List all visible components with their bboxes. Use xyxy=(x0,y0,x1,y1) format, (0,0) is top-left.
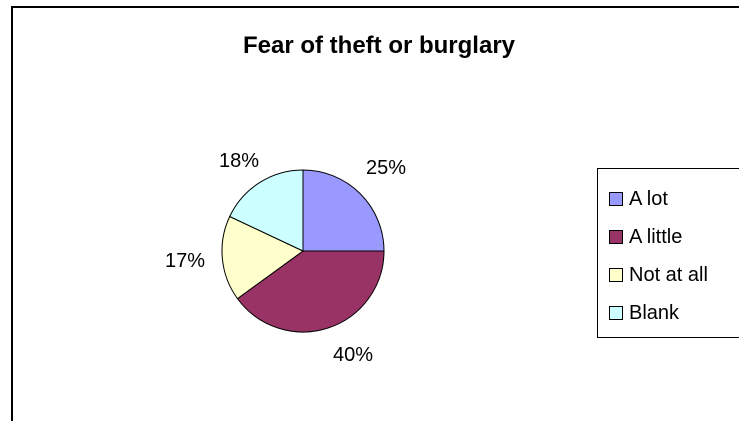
pie-slice-a-lot xyxy=(302,169,385,252)
legend-swatch-blank xyxy=(609,306,623,320)
legend-label-a-little: A little xyxy=(629,225,683,248)
pie-slice-not-at-all xyxy=(221,215,304,300)
data-label-a-little: 40% xyxy=(333,344,374,366)
pie-slice-blank xyxy=(229,169,304,252)
legend-label-blank: Blank xyxy=(629,301,680,324)
legend-item-blank: Blank xyxy=(609,301,679,325)
data-label-not-at-all: 17% xyxy=(165,250,206,272)
chart-frame xyxy=(11,6,739,421)
legend-swatch-a-lot xyxy=(609,192,623,206)
pie-slice-a-little xyxy=(236,250,385,333)
legend: A lot A little Not at all Blank xyxy=(597,168,739,338)
data-label-blank: 18% xyxy=(219,150,260,172)
legend-swatch-a-little xyxy=(609,230,623,244)
legend-label-not-at-all: Not at all xyxy=(629,263,708,286)
legend-swatch-not-at-all xyxy=(609,268,623,282)
legend-label-a-lot: A lot xyxy=(629,187,668,210)
legend-item-not-at-all: Not at all xyxy=(609,263,708,287)
chart-title: Fear of theft or burglary xyxy=(242,32,516,59)
legend-item-a-little: A little xyxy=(609,225,682,249)
legend-item-a-lot: A lot xyxy=(609,187,668,211)
data-label-a-lot: 25% xyxy=(366,157,407,179)
